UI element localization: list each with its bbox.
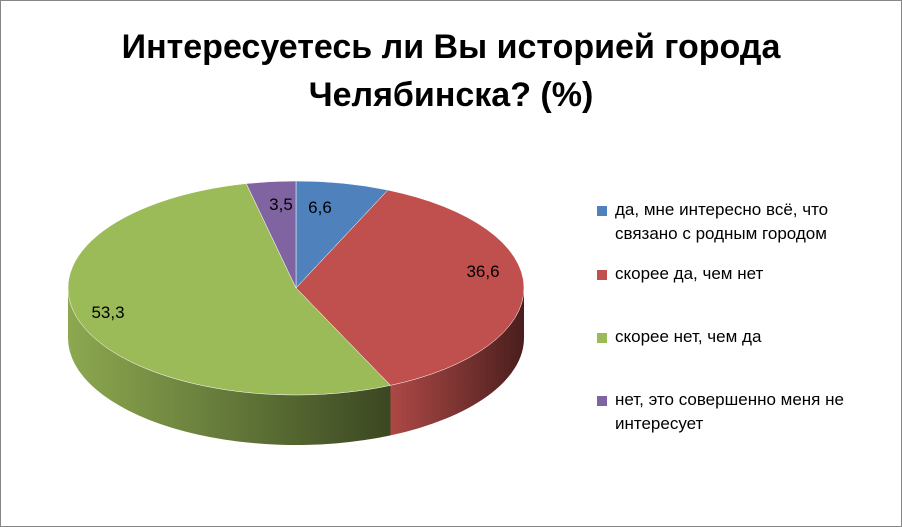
chart-title: Интересуетесь ли Вы историей города Челя… [1, 23, 901, 119]
legend-label-4: нет, это совершенно меня не интересует [615, 390, 844, 433]
pie-slice-4 [245, 180, 297, 289]
data-label-1: 6,6 [308, 198, 332, 217]
legend-label-2: скорее да, чем нет [615, 264, 764, 283]
data-label-4: 3,5 [269, 195, 293, 214]
pie-side-3 [68, 288, 391, 446]
legend-swatch-3 [597, 333, 607, 343]
legend-swatch-2 [597, 270, 607, 280]
legend-item-1: да, мне интересно всё, что связано с род… [597, 198, 887, 246]
legend-item-3: скорее нет, чем да [597, 325, 887, 349]
legend-item-2: скорее да, чем нет [597, 262, 887, 286]
legend-label-1: да, мне интересно всё, что связано с род… [615, 200, 829, 243]
legend-item-4: нет, это совершенно меня не интересует [597, 388, 887, 436]
data-labels: 6,6 36,6 53,3 3,5 [91, 195, 499, 322]
pie-side-2 [390, 288, 524, 436]
legend-label-3: скорее нет, чем да [615, 327, 762, 346]
data-label-2: 36,6 [466, 262, 499, 281]
legend-swatch-1 [597, 206, 607, 216]
pie-sides [68, 288, 524, 446]
pie-slices [67, 180, 525, 396]
data-label-3: 53,3 [91, 303, 124, 322]
chart-title-line-1: Интересуетесь ли Вы историей города [121, 28, 781, 66]
pie-slice-3 [67, 183, 391, 396]
chart-title-line-2: Челябинска? (%) [308, 76, 594, 114]
pie-slice-2 [295, 189, 525, 386]
legend-swatch-4 [597, 396, 607, 406]
